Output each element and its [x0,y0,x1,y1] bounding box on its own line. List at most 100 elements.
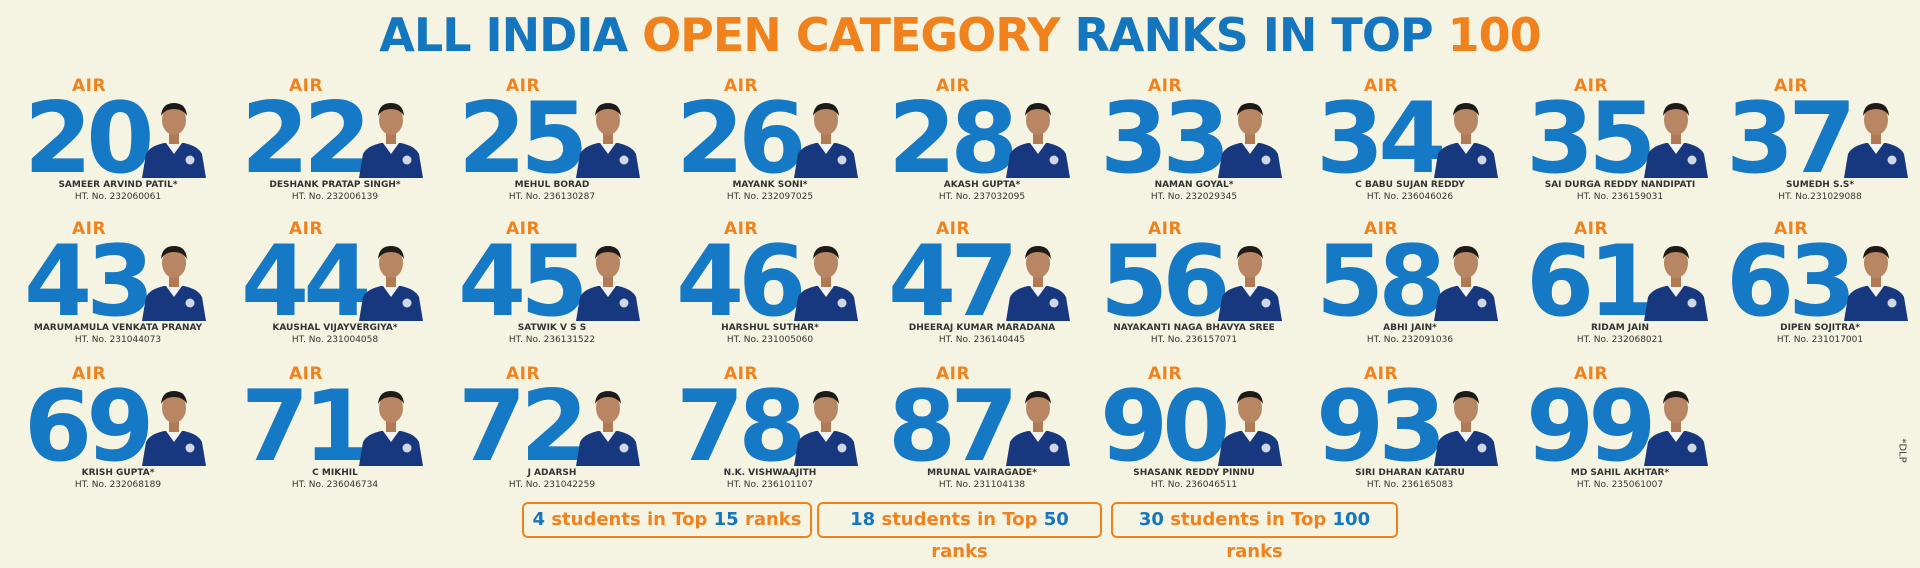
ht-number: HT. No.231029088 [1778,192,1862,202]
summary-text: students in Top [545,509,714,530]
summary-text: students in Top [1163,509,1333,530]
rank-number: 63 [1726,225,1856,339]
student-name: DESHANK PRATAP SINGH* [269,180,401,190]
summary-text: students in Top [875,509,1044,530]
student-card: AIR 47 DHEERAJ KUMAR MARADANA HT. No. 23614… [888,219,1092,349]
rank-number: 61 [1526,225,1656,339]
rank-number: 72 [458,370,588,484]
student-name: MRUNAL VAIRAGADE* [927,468,1037,478]
ht-number: HT. No. 232060061 [74,192,162,202]
air-label: AIR [72,76,107,96]
ht-number: HT. No. 236131522 [508,335,596,345]
student-name: ABHI JAIN* [1383,323,1437,333]
student-card: AIR 34 C BABU SUJAN REDDY HT. No. 236046026 [1316,76,1520,206]
student-card: AIR 22 DESHANK PRATAP SINGH* HT. No. 232006… [241,76,445,206]
student-name: J ADARSH [527,468,577,478]
ht-number: HT. No. 236157071 [1150,335,1238,345]
ht-number: HT. No. 236165083 [1366,480,1454,490]
ht-number: HT. No. 232006139 [291,192,379,202]
student-photo [1004,386,1072,466]
student-photo [792,98,860,178]
student-card: AIR 33 NAMAN GOYAL* HT. No. 232029345 [1100,76,1304,206]
air-label: AIR [1574,76,1609,96]
student-card: AIR 99 MD SAHIL AKHTAR* HT. No. 235061007 [1526,364,1730,494]
ht-number: HT. No. 232029345 [1150,192,1238,202]
student-photo [792,386,860,466]
student-name: SAMEER ARVIND PATIL* [58,180,178,190]
rank-number: 25 [458,82,588,196]
student-name: SUMEDH S.S* [1785,180,1855,190]
student-name: DHEERAJ KUMAR MARADANA [908,323,1056,333]
student-card: AIR 35 SAI DURGA REDDY NANDIPATI HT. No. 23… [1526,76,1730,206]
rank-number: 71 [241,370,371,484]
air-label: AIR [724,364,759,384]
air-label: AIR [1574,219,1609,239]
student-photo [574,98,642,178]
student-name: C MIKHIL [312,468,358,478]
title-part-3: RANKS IN TOP [1059,8,1448,62]
student-photo [357,241,425,321]
student-photo [140,386,208,466]
air-label: AIR [1364,364,1399,384]
summary-pill-top15: 4 students in Top 15 ranks [522,502,812,538]
student-name: AKASH GUPTA* [943,180,1021,190]
rank-number: 44 [241,225,371,339]
student-photo [140,98,208,178]
ht-number: HT. No. 236140445 [938,335,1026,345]
title-part-1: ALL INDIA [379,8,643,62]
student-photo [792,241,860,321]
ht-number: HT. No. 231017001 [1776,335,1864,345]
rank-number: 33 [1100,82,1230,196]
summary-suffix: ranks [738,509,802,530]
rank-number: 93 [1316,370,1446,484]
air-label: AIR [1148,219,1183,239]
air-label: AIR [506,76,541,96]
ht-number: HT. No. 235061007 [1576,480,1664,490]
student-name: NAMAN GOYAL* [1154,180,1234,190]
ht-number: HT. No. 231005060 [726,335,814,345]
ht-number: HT. No. 232097025 [726,192,814,202]
student-card: AIR 58 ABHI JAIN* HT. No. 232091036 [1316,219,1520,349]
ht-number: HT. No. 232091036 [1366,335,1454,345]
air-label: AIR [1364,76,1399,96]
air-label: AIR [289,364,324,384]
ht-number: HT. No. 231104138 [938,480,1026,490]
air-label: AIR [724,219,759,239]
summary-count: 30 [1138,509,1164,530]
air-label: AIR [936,219,971,239]
student-photo [1642,241,1710,321]
summary-rank: 100 [1332,509,1371,530]
student-photo [1004,98,1072,178]
student-photo [357,98,425,178]
ht-number: HT. No. 237032095 [938,192,1026,202]
student-card: AIR 63 DIPEN SOJITRA* HT. No. 231017001 [1726,219,1920,349]
air-label: AIR [1364,219,1399,239]
ht-number: HT. No. 236046734 [291,480,379,490]
rank-number: 43 [24,225,154,339]
rank-number: 99 [1526,370,1656,484]
side-note: *DLP [1896,438,1908,463]
title-part-4: 100 [1447,8,1542,62]
student-card: AIR 28 AKASH GUPTA* HT. No. 237032095 [888,76,1092,206]
summary-pill-top50: 18 students in Top 50 ranks [817,502,1102,562]
air-label: AIR [724,76,759,96]
student-name: MARUMAMULA VENKATA PRANAY [33,323,203,333]
ht-number: HT. No. 231042259 [508,480,596,490]
air-label: AIR [289,219,324,239]
ht-number: HT. No. 236130287 [508,192,596,202]
summary-count: 18 [850,509,876,530]
air-label: AIR [289,76,324,96]
air-label: AIR [72,364,107,384]
air-label: AIR [936,76,971,96]
student-card: AIR 45 SATWIK V S S HT. No. 236131522 [458,219,662,349]
student-photo [1432,241,1500,321]
student-name: KRISH GUPTA* [81,468,155,478]
air-label: AIR [936,364,971,384]
rank-number: 34 [1316,82,1446,196]
student-name: SHASANK REDDY PINNU [1133,468,1255,478]
ht-number: HT. No. 232068021 [1576,335,1664,345]
rank-grid: AIR 20 SAMEER ARVIND PATIL* HT. No. 2320600… [24,76,1920,494]
student-name: RIDAM JAIN [1591,323,1649,333]
student-photo [1216,241,1284,321]
student-name: SAI DURGA REDDY NANDIPATI [1544,180,1696,190]
